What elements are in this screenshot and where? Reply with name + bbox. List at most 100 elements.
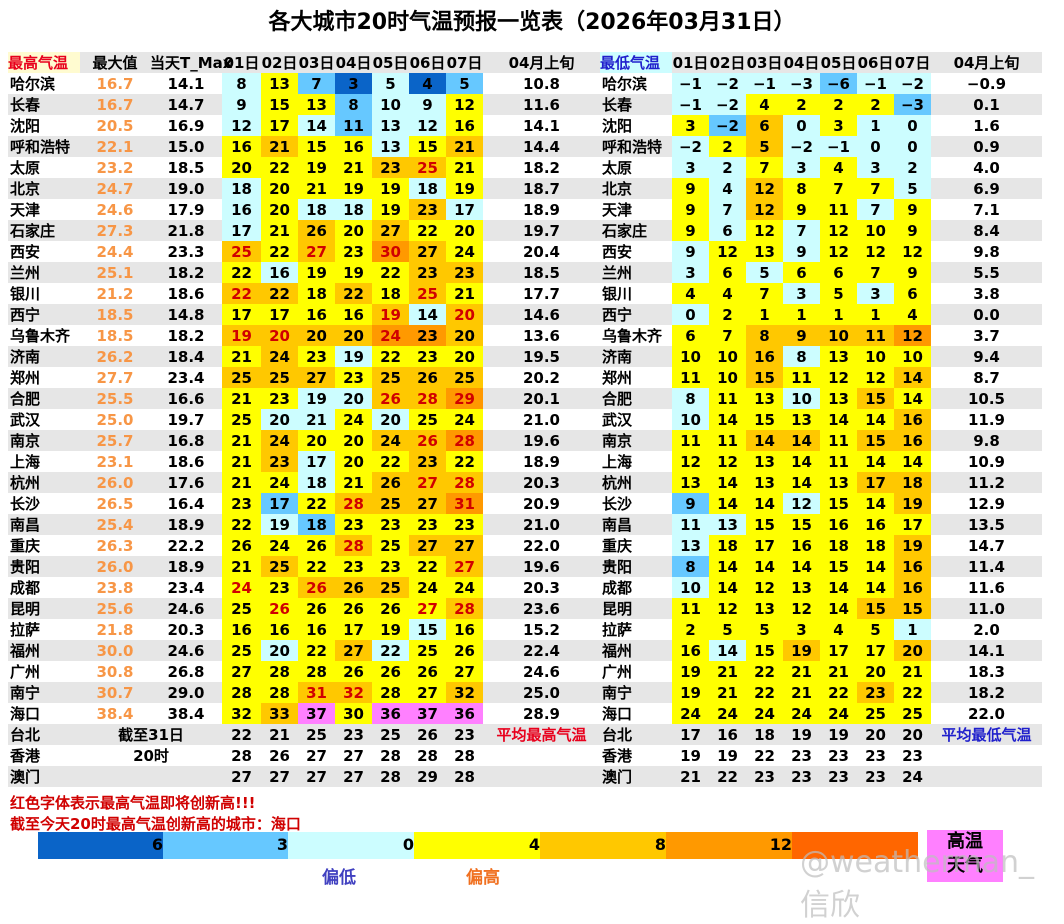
table-row: 台北 17 16 18 19 19 20 20 平均最低气温 [600,724,1042,745]
forecast-cell: 32 [222,703,261,724]
forecast-cell: 14 [709,472,746,493]
forecast-cell: 22 [372,640,409,661]
forecast-cell: 12 [820,367,857,388]
today-max: 14.8 [150,304,222,325]
forecast-cell: 9 [894,220,931,241]
april-avg: 17.7 [483,283,600,304]
april-avg: 8.4 [931,220,1042,241]
forecast-cell: −3 [894,94,931,115]
forecast-cell: 7 [820,178,857,199]
april-avg: 12.9 [931,493,1042,514]
forecast-cell: 0 [894,115,931,136]
table-row: 武汉 25.0 19.7 25 20 21 24 20 25 24 21.0 [8,409,600,430]
forecast-cell: 13 [672,535,709,556]
april-avg: 24.6 [483,661,600,682]
table-row: 乌鲁木齐 18.5 18.2 19 20 20 20 24 23 20 13.6 [8,325,600,346]
forecast-cell: 21 [672,766,709,787]
forecast-cell: 9 [409,94,446,115]
forecast-cell: 3 [783,157,820,178]
forecast-cell: 24 [446,241,483,262]
today-max: 18.2 [150,325,222,346]
forecast-cell: 32 [446,682,483,703]
record-max: 18.5 [80,325,150,346]
city-name: 杭州 [8,472,80,493]
today-max: 18.2 [150,262,222,283]
forecast-cell: 21 [222,388,261,409]
forecast-cell: 24 [372,325,409,346]
table-row: 福州 16 14 15 19 17 17 20 14.1 [600,640,1042,661]
table-row: 太原 3 2 7 3 4 3 2 4.0 [600,157,1042,178]
forecast-cell: 28 [372,745,409,766]
table-row: 郑州 11 10 15 11 12 12 14 8.7 [600,367,1042,388]
forecast-cell: 14 [409,304,446,325]
forecast-cell: 9 [894,262,931,283]
forecast-cell: 28 [409,745,446,766]
side-label: 平均最低气温 [931,724,1042,745]
record-max: 26.5 [80,493,150,514]
table-row: 成都 10 14 12 13 14 14 16 11.6 [600,577,1042,598]
forecast-cell: 3 [820,115,857,136]
forecast-cell: 0 [857,136,894,157]
legend-segment: 0 [288,832,414,859]
forecast-cell: 7 [746,157,783,178]
table-header-row: 最低气温 01日 02日 03日 04日 05日 06日 07日 04月上旬 [600,52,1042,73]
today-max: 15.0 [150,136,222,157]
april-avg: 9.8 [931,241,1042,262]
forecast-cell: 23 [335,367,372,388]
forecast-cell: −3 [783,73,820,94]
forecast-cell: 19 [335,346,372,367]
forecast-cell: 25 [222,367,261,388]
record-max: 27.7 [80,367,150,388]
forecast-cell: 10 [709,367,746,388]
forecast-cell: 1 [894,619,931,640]
forecast-cell: 12 [746,199,783,220]
hot-label-2: 天气 [947,855,983,876]
april-avg: 20.4 [483,241,600,262]
city-name: 福州 [600,640,672,661]
forecast-cell: 21 [298,178,335,199]
forecast-cell: 2 [709,157,746,178]
forecast-cell: 14 [709,493,746,514]
forecast-cell: 27 [446,556,483,577]
forecast-cell: 12 [783,493,820,514]
record-max: 21.2 [80,283,150,304]
forecast-cell: 28 [446,766,483,787]
april-avg: 7.1 [931,199,1042,220]
forecast-cell: 14 [894,388,931,409]
forecast-cell: 22 [709,766,746,787]
forecast-cell: 28 [372,766,409,787]
forecast-cell: 11 [672,430,709,451]
forecast-cell: 13 [261,73,298,94]
forecast-cell: 31 [298,682,335,703]
forecast-cell: 2 [709,136,746,157]
legend-tick: 3 [276,835,288,854]
forecast-cell: 14 [783,451,820,472]
forecast-cell: 21 [446,136,483,157]
forecast-cell: 10 [709,346,746,367]
april-avg: −0.9 [931,73,1042,94]
today-max: 23.3 [150,241,222,262]
forecast-cell: 10 [672,577,709,598]
table-row: 成都 23.8 23.4 24 23 26 26 25 24 24 20.3 [8,577,600,598]
table-row: 长沙 26.5 16.4 23 17 22 28 25 27 31 20.9 [8,493,600,514]
city-name: 济南 [600,346,672,367]
forecast-cell: 13 [820,388,857,409]
forecast-cell: 18 [857,535,894,556]
forecast-cell: 17 [672,724,709,745]
forecast-cell: 36 [372,703,409,724]
april-avg: 14.1 [931,640,1042,661]
forecast-cell: 28 [222,682,261,703]
table-row: 重庆 13 18 17 16 18 18 19 14.7 [600,535,1042,556]
forecast-cell: 14 [820,409,857,430]
forecast-cell: 14 [709,409,746,430]
forecast-cell: 20 [261,640,298,661]
forecast-cell: 23 [857,682,894,703]
forecast-cell: 21 [446,157,483,178]
forecast-cell: 25 [222,241,261,262]
legend-tick: 12 [769,835,792,854]
forecast-cell: 25 [372,577,409,598]
table-row: 澳门 21 22 23 23 23 23 24 [600,766,1042,787]
forecast-cell: 23 [783,766,820,787]
today-max: 16.4 [150,493,222,514]
april-avg: 20.1 [483,388,600,409]
